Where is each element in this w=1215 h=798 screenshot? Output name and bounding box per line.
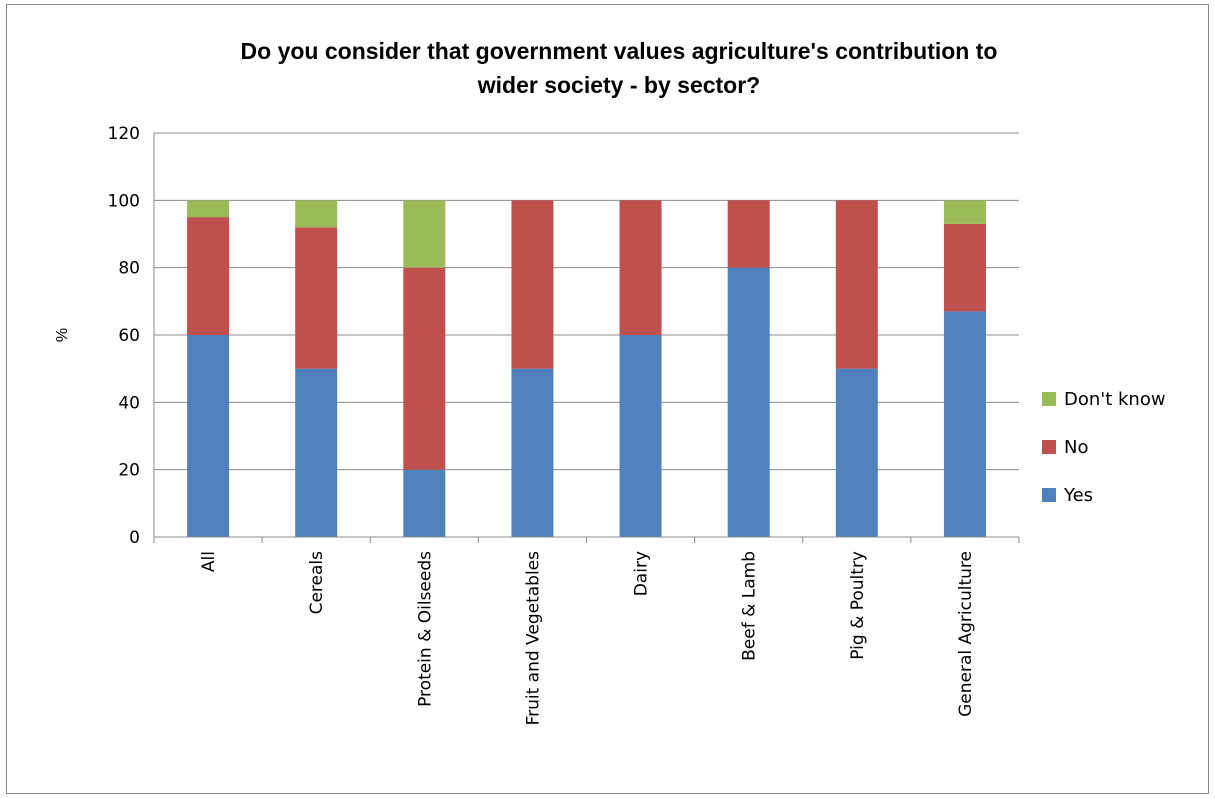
bar-yes-3 [511,368,554,537]
x-category-label: Beef & Lamb [740,551,760,661]
bar-don-t-know-7 [943,200,986,224]
bar-yes-7 [943,311,986,537]
y-tick-label: 60 [118,326,140,346]
bar-no-6 [835,200,878,369]
bar-no-4 [619,200,662,335]
bar-no-1 [295,227,338,369]
bar-don-t-know-1 [295,200,338,228]
y-tick-label: 120 [108,124,140,144]
bar-no-0 [187,217,230,335]
bar-yes-5 [727,267,770,537]
x-category-label: General Agriculture [956,551,976,717]
legend-label: Yes [1063,485,1093,506]
bars [187,200,986,537]
axes: 0 20 40 60 80 100 120 All Cereals Protein & Oilse… [108,124,1020,726]
x-category-label: Cereals [307,551,327,615]
bar-yes-1 [295,368,338,537]
y-tick-label: 80 [118,259,140,279]
legend-swatch-yes [1042,488,1056,502]
bar-yes-6 [835,368,878,537]
chart-frame: Do you consider that government values a… [6,4,1209,794]
bar-no-3 [511,200,554,369]
bar-no-7 [943,223,986,312]
y-axis-label: % [54,328,71,342]
legend-label: No [1064,437,1088,458]
y-tick-label: 20 [118,461,140,481]
legend: Don't know No Yes [1042,389,1166,506]
legend-swatch-don-t-know [1042,392,1056,406]
chart-title-line-2: wider society - by sector? [477,72,760,98]
bar-no-2 [403,267,446,470]
x-category-label: Protein & Oilseeds [415,551,435,707]
bar-don-t-know-0 [187,200,230,218]
stacked-bar-chart: Do you consider that government values a… [54,38,1166,726]
x-category-label: All [199,551,219,572]
x-category-label: Fruit and Vegetables [523,551,543,726]
gridlines [154,132,1019,471]
legend-label: Don't know [1064,389,1166,410]
x-category-label: Dairy [632,551,652,596]
legend-swatch-no [1042,440,1056,454]
y-tick-label: 100 [108,191,140,211]
y-tick-label: 0 [129,528,140,548]
chart-title-line-1: Do you consider that government values a… [241,38,998,64]
bar-yes-2 [403,469,446,537]
x-category-label: Pig & Poultry [848,551,868,660]
bar-yes-0 [187,335,230,537]
bar-yes-4 [619,335,662,537]
bar-no-5 [727,200,770,268]
bar-don-t-know-2 [403,200,446,268]
y-tick-label: 40 [118,393,140,413]
